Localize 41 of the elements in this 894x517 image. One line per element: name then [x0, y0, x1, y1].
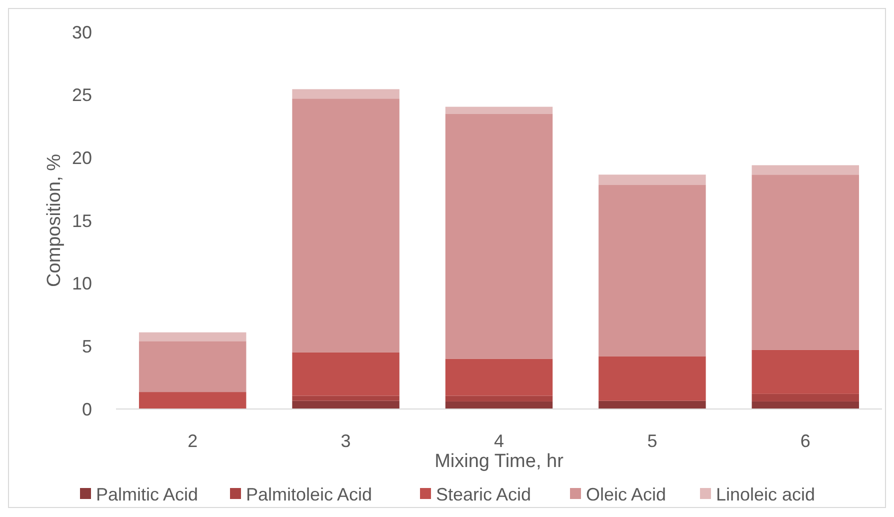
x-tick-label: 2: [188, 431, 198, 451]
bar: [138, 341, 246, 392]
bar: [752, 174, 860, 350]
y-axis-title: Composition, %: [44, 154, 65, 288]
legend-label: Oleic Acid: [586, 484, 666, 504]
y-tick-label: 5: [82, 336, 92, 356]
bar: [292, 396, 400, 401]
x-axis-title: Mixing Time, hr: [434, 451, 564, 472]
bar: [752, 401, 860, 409]
bar: [445, 401, 553, 409]
bar: [292, 98, 400, 352]
y-tick-label: 0: [82, 399, 92, 420]
bar: [598, 184, 706, 356]
bar: [598, 400, 706, 409]
bar: [445, 396, 553, 402]
x-tick-label: 6: [800, 431, 810, 451]
x-tick-label: 5: [647, 431, 658, 451]
bar: [445, 358, 553, 396]
bar: [752, 350, 860, 394]
bar: [292, 400, 400, 409]
y-tick-label: 10: [72, 274, 92, 294]
y-tick-label: 25: [72, 85, 92, 106]
bar: [292, 352, 400, 396]
bar: [752, 394, 860, 402]
y-tick-label: 30: [72, 22, 92, 42]
bar: [752, 165, 860, 175]
legend-label: Linoleic acid: [716, 484, 816, 504]
bar: [138, 332, 246, 342]
bar: [445, 106, 553, 114]
bar: [292, 89, 400, 99]
y-tick-label: 15: [72, 210, 92, 231]
bar: [598, 356, 706, 401]
bar: [445, 114, 553, 359]
x-tick-label: 4: [494, 431, 504, 451]
y-tick-label: 20: [72, 148, 92, 168]
legend-label: Stearic Acid: [436, 484, 532, 504]
bar: [598, 174, 706, 185]
x-tick-label: 3: [340, 431, 351, 451]
legend-label: Palmitic Acid: [96, 484, 198, 504]
legend-label: Palmitoleic Acid: [246, 484, 372, 504]
bar: [138, 392, 246, 409]
